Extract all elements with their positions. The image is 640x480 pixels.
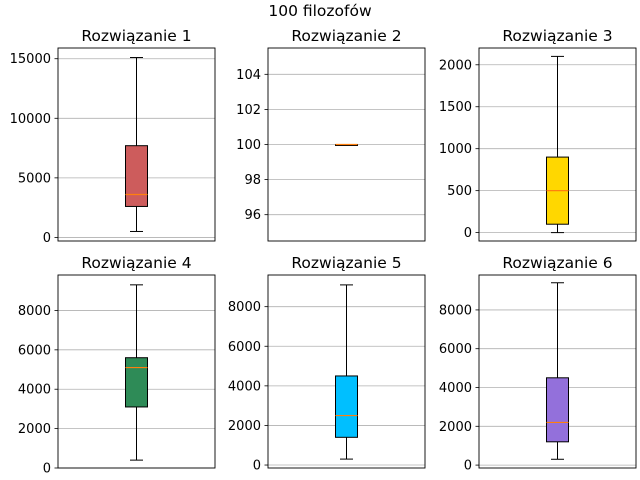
subplot-title: Rozwiązanie 2 (291, 27, 401, 45)
iqr-box (335, 375, 358, 438)
iqr-box (546, 377, 569, 443)
axes-frame (267, 47, 426, 242)
y-tick-label: 8000 (228, 300, 261, 315)
y-tick-label: 2000 (439, 420, 472, 435)
y-tick-label: 6000 (228, 340, 261, 355)
y-tick-label: 10000 (10, 112, 51, 127)
y-tick-label: 98 (244, 173, 261, 188)
y-tick-label: 0 (464, 459, 472, 474)
y-tick-label: 500 (447, 184, 472, 199)
axes-frame (478, 274, 637, 469)
y-tick-label: 0 (253, 459, 261, 474)
y-tick-label: 100 (236, 138, 261, 153)
axes-frame (57, 274, 216, 469)
y-tick-label: 6000 (439, 342, 472, 357)
figure-suptitle: 100 filozofów (268, 2, 372, 20)
iqr-box (125, 145, 148, 207)
subplot-2: Rozwiązanie 2 96 98 100 102 104 (236, 27, 426, 242)
subplot-title: Rozwiązanie 6 (502, 254, 612, 272)
subplot-title: Rozwiązanie 3 (502, 27, 612, 45)
subplot-title: Rozwiązanie 5 (291, 254, 401, 272)
y-tick-label: 15000 (10, 52, 51, 67)
y-tick-label: 5000 (18, 171, 51, 186)
y-tick-label: 0 (43, 231, 51, 246)
y-tick-label: 102 (236, 103, 261, 118)
axes-frame (267, 274, 426, 469)
subplot-4: Rozwiązanie 4 0 2000 4000 6000 8000 (18, 254, 216, 477)
y-tick-label: 96 (244, 208, 261, 223)
y-tick-label: 0 (464, 226, 472, 241)
subplot-6: Rozwiązanie 6 0 2000 4000 6000 8000 (439, 254, 637, 474)
y-tick-label: 8000 (18, 304, 51, 319)
subplot-5: Rozwiązanie 5 0 2000 4000 6000 8000 (228, 254, 426, 474)
iqr-box (125, 357, 148, 408)
subplot-1: Rozwiązanie 1 0 5000 10000 15000 (10, 27, 216, 246)
y-tick-label: 4000 (439, 381, 472, 396)
axes-frame (478, 47, 637, 242)
y-tick-label: 0 (43, 462, 51, 477)
y-tick-label: 1500 (439, 100, 472, 115)
y-tick-label: 2000 (18, 422, 51, 437)
y-tick-label: 1000 (439, 142, 472, 157)
axes-frame (57, 47, 216, 242)
y-tick-label: 104 (236, 68, 261, 83)
y-tick-label: 8000 (439, 303, 472, 318)
subplot-title: Rozwiązanie 1 (81, 27, 191, 45)
subplot-title: Rozwiązanie 4 (81, 254, 191, 272)
y-tick-label: 6000 (18, 343, 51, 358)
y-tick-label: 4000 (18, 383, 51, 398)
subplot-3: Rozwiązanie 3 0 500 1000 1500 2000 (439, 27, 637, 242)
y-tick-label: 4000 (228, 379, 261, 394)
y-tick-label: 2000 (439, 58, 472, 73)
y-tick-label: 2000 (228, 419, 261, 434)
